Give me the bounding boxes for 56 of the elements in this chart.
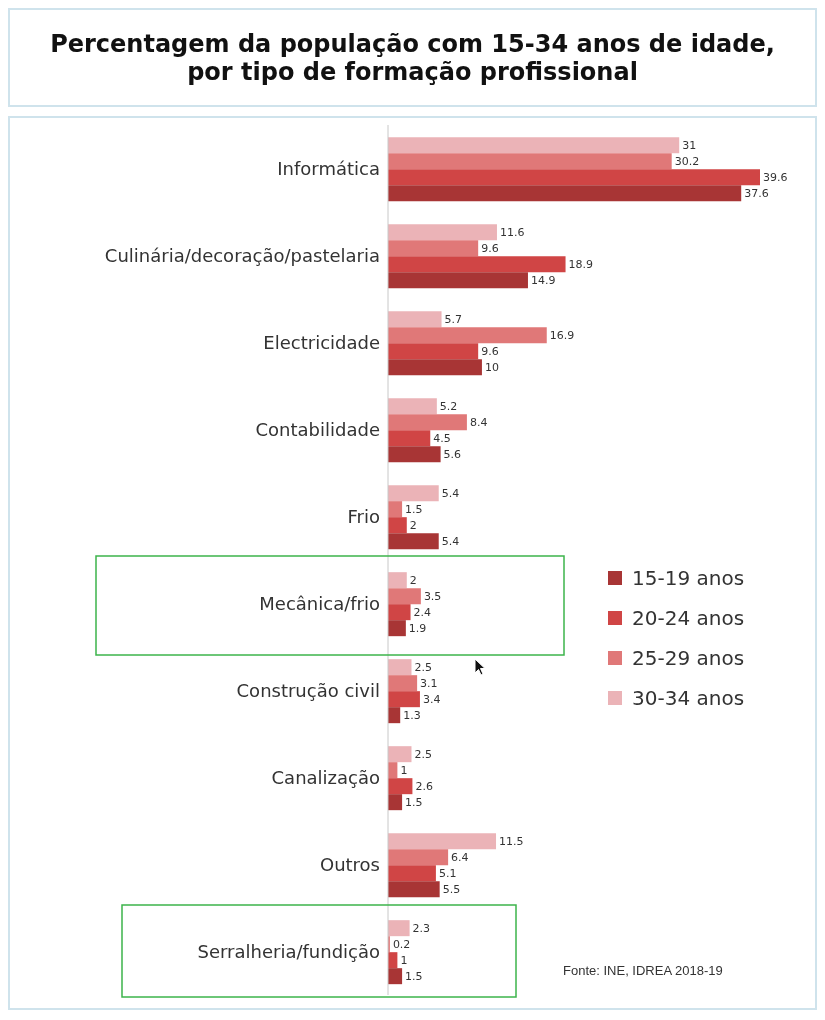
data-label: 1	[400, 764, 408, 778]
y-tick-label: Outros	[319, 853, 380, 875]
data-label: 39.6	[763, 171, 788, 185]
y-tick-label: Serralheria/fundição	[197, 940, 380, 962]
data-label: 1.9	[408, 622, 427, 636]
data-label: 5.5	[442, 883, 461, 897]
data-label: 1	[400, 954, 408, 968]
data-label: 10	[484, 361, 499, 375]
legend-label: 20-24 anos	[632, 606, 745, 630]
data-label: 5.4	[441, 487, 460, 501]
data-label: 2.5	[414, 748, 432, 762]
y-tick-label: Canalização	[271, 766, 380, 788]
y-tick-label: Frio	[347, 505, 380, 527]
data-label: 5.7	[444, 313, 463, 327]
data-label: 11.5	[499, 835, 524, 849]
data-label: 5.4	[441, 535, 460, 549]
y-tick-label: Culinária/decoração/pastelaria	[104, 244, 380, 266]
data-label: 2.6	[415, 780, 433, 794]
data-label: 1.5	[405, 796, 423, 810]
data-label: 2.3	[412, 922, 431, 936]
data-label: 3.5	[423, 590, 442, 604]
y-tick-label: Mecânica/frio	[259, 592, 380, 614]
legend-label: 15-19 anos	[632, 566, 745, 590]
data-label: 2	[409, 574, 417, 588]
data-label: 37.6	[744, 187, 769, 201]
data-label: 6.4	[451, 851, 469, 865]
data-label: 4.5	[433, 432, 451, 446]
data-label: 30.2	[674, 155, 700, 169]
data-label: 9.6	[481, 242, 499, 256]
y-tick-label: Contabilidade	[255, 418, 380, 440]
legend-label: 25-29 anos	[632, 646, 745, 670]
data-label: 11.6	[499, 226, 525, 240]
data-label: 8.4	[469, 416, 488, 430]
annotation: Fonte: INE, IDREA 2018-19	[563, 963, 723, 978]
data-label: 31	[682, 139, 697, 153]
data-label: 9.6	[481, 345, 499, 359]
data-label: 5.2	[439, 400, 458, 414]
data-label: 14.9	[530, 274, 556, 288]
data-label: 5.6	[443, 448, 462, 462]
data-label: 3.1	[420, 677, 438, 691]
data-label: 1.3	[403, 709, 421, 723]
data-label: 0.2	[392, 938, 411, 952]
chart-title: Percentagem da população com 15-34 anos de idade, por tipo de formação profissional	[50, 29, 775, 86]
y-tick-label: Electricidade	[263, 331, 380, 353]
data-label: 1.5	[405, 970, 423, 984]
data-label: 5.1	[438, 867, 457, 881]
data-label: 16.9	[549, 329, 575, 343]
y-tick-label: Construção civil	[236, 679, 380, 701]
legend-label: 30-34 anos	[632, 686, 745, 710]
data-label: 2	[409, 519, 417, 533]
data-label: 1.5	[405, 503, 423, 517]
y-tick-label: Informática	[277, 157, 380, 179]
data-label: 3.4	[422, 693, 441, 707]
data-label: 2.5	[414, 661, 432, 675]
data-label: 18.9	[568, 258, 594, 272]
data-label: 2.4	[413, 606, 432, 620]
